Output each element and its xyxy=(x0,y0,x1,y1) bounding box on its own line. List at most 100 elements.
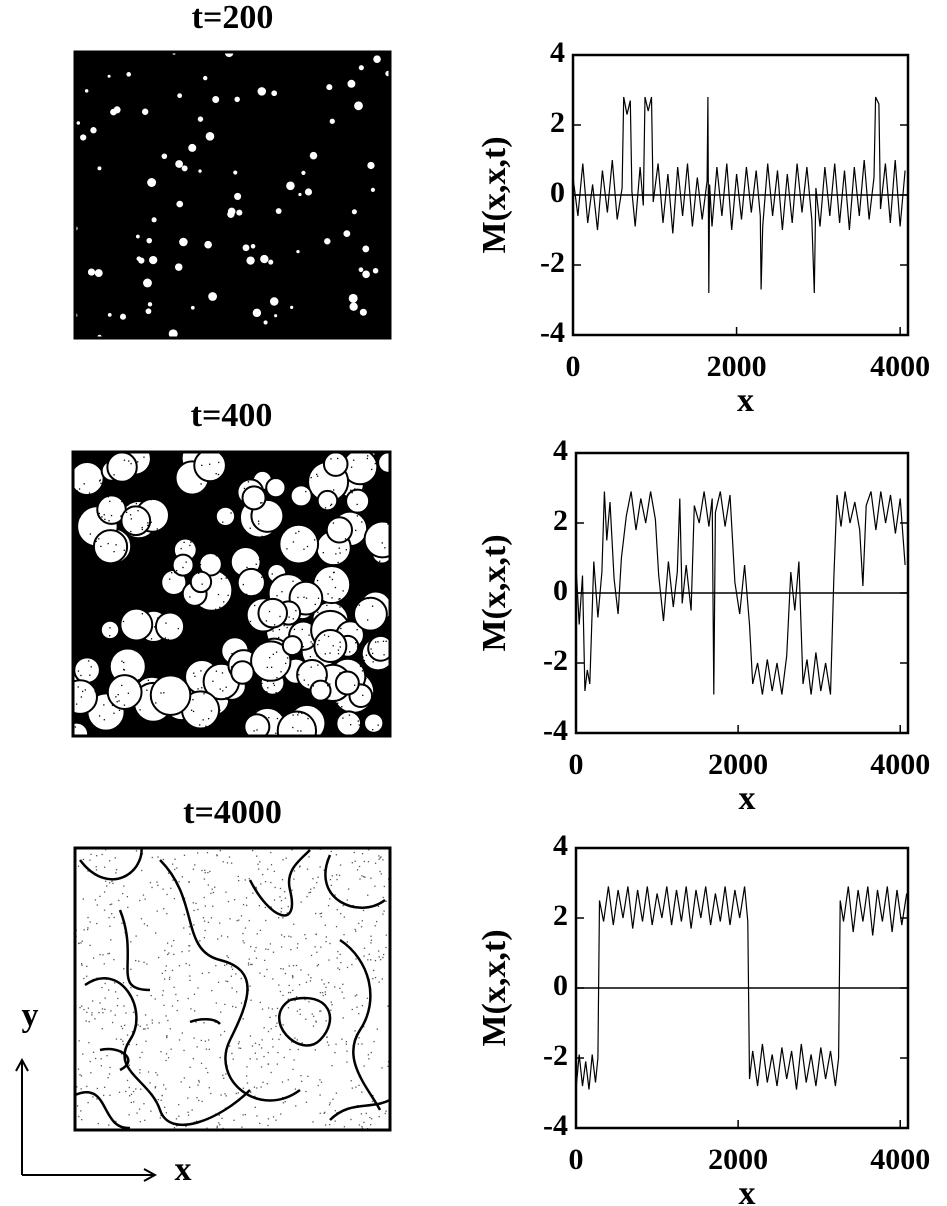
stipple xyxy=(375,472,377,474)
stipple xyxy=(105,880,107,882)
stipple xyxy=(131,602,134,604)
stipple xyxy=(143,923,146,925)
stipple xyxy=(254,950,256,952)
domain-wall xyxy=(278,996,332,1047)
stipple xyxy=(356,629,358,631)
stipple xyxy=(105,575,107,577)
stipple xyxy=(214,541,217,544)
stipple xyxy=(339,641,341,643)
stipple xyxy=(342,1017,344,1019)
stipple xyxy=(384,587,386,589)
stipple xyxy=(177,1000,179,1002)
stipple xyxy=(293,923,295,925)
stipple xyxy=(137,1024,139,1026)
stipple xyxy=(238,1047,240,1049)
stipple xyxy=(122,892,124,895)
stipple xyxy=(267,1063,269,1065)
stipple xyxy=(231,1052,233,1055)
stipple xyxy=(310,641,312,643)
stipple xyxy=(259,1001,261,1004)
stipple xyxy=(306,868,309,870)
stipple xyxy=(312,878,314,880)
x-tick-label: 2000 xyxy=(708,748,768,781)
stipple xyxy=(366,563,368,565)
domain-wall xyxy=(118,909,151,992)
stipple xyxy=(249,620,252,623)
stipple xyxy=(254,1042,257,1044)
stipple xyxy=(310,954,313,957)
stipple xyxy=(385,946,387,949)
stipple xyxy=(297,730,299,732)
stipple xyxy=(96,625,99,627)
stipple xyxy=(146,963,148,965)
stipple xyxy=(170,887,172,889)
stipple xyxy=(180,665,183,667)
stipple xyxy=(361,581,363,583)
stipple xyxy=(113,474,115,476)
stipple xyxy=(275,651,278,653)
domain-blob xyxy=(313,629,348,663)
stipple xyxy=(380,575,383,577)
stipple xyxy=(80,1088,82,1090)
stipple xyxy=(316,473,318,476)
y-tick-label: 4 xyxy=(550,36,565,69)
stipple xyxy=(269,656,271,659)
stipple xyxy=(279,1033,282,1036)
stipple xyxy=(379,857,381,859)
stipple xyxy=(108,952,111,955)
stipple xyxy=(377,708,379,710)
stipple xyxy=(267,948,269,951)
x-tick-label: 2000 xyxy=(707,350,767,383)
stipple xyxy=(248,958,250,960)
stipple xyxy=(341,706,343,708)
stipple xyxy=(214,496,216,499)
domain-dot xyxy=(275,208,282,214)
stipple xyxy=(75,513,78,515)
stipple xyxy=(173,986,175,988)
stipple xyxy=(99,953,101,956)
stipple xyxy=(229,462,232,464)
stipple xyxy=(156,910,158,912)
stipple xyxy=(242,903,245,906)
stipple xyxy=(140,1088,142,1090)
stipple xyxy=(78,511,80,513)
stipple xyxy=(165,504,167,507)
stipple xyxy=(261,1008,264,1010)
stipple xyxy=(316,475,319,477)
stipple xyxy=(245,897,248,899)
domain-dot xyxy=(286,181,295,191)
stipple xyxy=(343,496,345,498)
stipple xyxy=(255,563,257,565)
stipple xyxy=(309,980,312,982)
stipple xyxy=(266,700,269,702)
stipple xyxy=(92,562,95,565)
domain-dot xyxy=(126,72,132,77)
stipple xyxy=(136,461,139,463)
stipple xyxy=(237,1092,239,1094)
stipple xyxy=(332,645,334,647)
stipple xyxy=(85,1020,87,1022)
stipple xyxy=(144,1119,146,1121)
stipple xyxy=(248,878,250,880)
stipple xyxy=(297,943,299,945)
stipple xyxy=(355,1086,357,1088)
stipple xyxy=(334,986,336,988)
stipple xyxy=(355,642,357,644)
stipple xyxy=(215,1002,217,1004)
stipple xyxy=(265,569,267,571)
stipple xyxy=(185,554,187,556)
stipple xyxy=(135,553,138,556)
stipple xyxy=(90,853,92,856)
stipple xyxy=(291,849,293,851)
stipple xyxy=(322,515,325,517)
stipple xyxy=(282,1102,285,1104)
stipple xyxy=(359,646,362,649)
stipple xyxy=(270,906,272,908)
stipple xyxy=(275,732,277,734)
stipple xyxy=(193,1037,195,1039)
stipple xyxy=(327,635,330,638)
stipple xyxy=(87,927,89,929)
stipple xyxy=(187,637,189,640)
stipple xyxy=(135,850,138,852)
stipple xyxy=(220,1011,222,1013)
